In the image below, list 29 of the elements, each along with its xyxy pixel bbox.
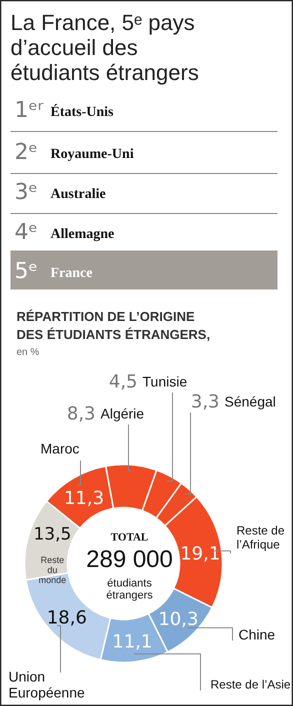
data-label: 19,1 [180,544,220,565]
data-label: 10,3 [158,609,198,630]
text: 5ᵉ France [14,259,92,284]
data-label: 18,6 [46,607,87,628]
slice-label: Reste du monde [38,554,66,585]
slice-label: Reste de l’Afrique [236,524,285,552]
text: 1ᵉʳ États-Unis [14,98,114,123]
data-label: 11,1 [112,631,152,652]
text: étudiants étrangers [106,578,154,602]
chart-subtitle: RÉPARTITION DE L’ORIGINE DES ÉTUDIANTS ÉTRANGERS, [16,309,210,342]
data-label: 3,3 [190,392,220,412]
slice-label: Reste de l’Asie [210,678,291,692]
data-label: 4,5 [108,372,138,392]
slice-label: Maroc [40,440,80,456]
text: TOTAL [110,532,148,544]
slice-label: Union Européenne [8,668,86,700]
slice-label: Chine [238,626,276,642]
data-label: 8,3 [66,404,96,424]
text: 289 000 [86,546,173,573]
text: en % [16,347,40,358]
slice-label: Sénégal [224,394,276,410]
slice-label: Tunisie [142,374,188,390]
data-label: 11,3 [64,488,104,509]
text: 2ᵉ Royaume-Uni [14,140,134,165]
chart-title: La France, 5ᵉ pays d’accueil des étudiants étrangers [10,10,199,85]
text: 4ᵉ Allemagne [14,220,114,245]
data-label: 13,5 [33,524,72,544]
text: 3ᵉ Australie [14,180,106,205]
slice-label: Algérie [100,406,144,422]
